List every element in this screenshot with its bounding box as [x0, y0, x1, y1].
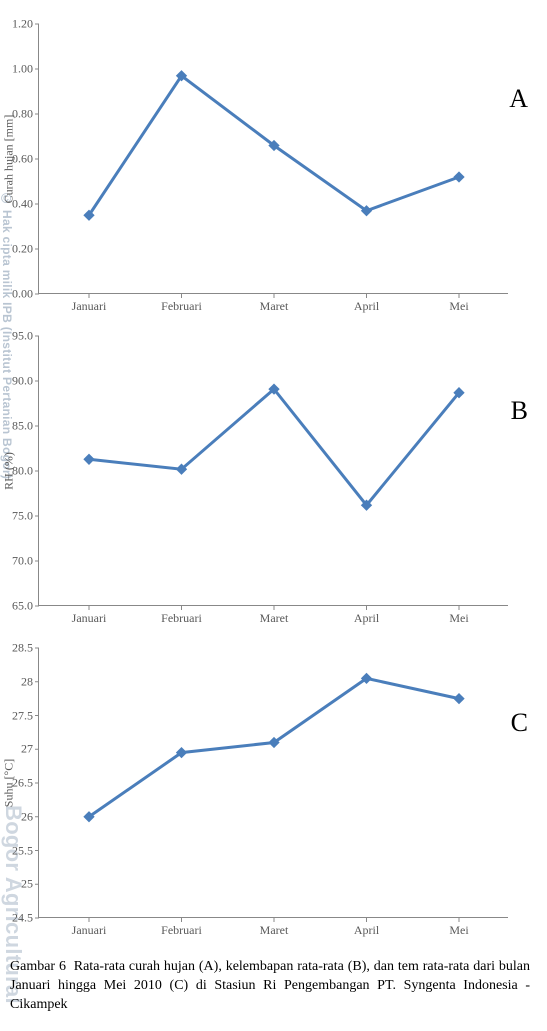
ytick-label: 25.5 [12, 843, 39, 858]
chart-a-panel-label: A [509, 84, 528, 114]
xtick-label: Maret [260, 605, 289, 626]
caption-prefix: Gambar 6 [10, 959, 66, 974]
xtick-label: Januari [72, 917, 107, 938]
ytick-label: 0.20 [12, 242, 39, 257]
xtick-label: Februari [161, 293, 202, 314]
ytick-label: 26 [21, 809, 39, 824]
xtick-label: Mei [449, 917, 468, 938]
ytick-label: 75.0 [12, 509, 39, 524]
series-marker [453, 171, 464, 182]
xtick-label: Februari [161, 605, 202, 626]
ytick-label: 28.5 [12, 641, 39, 656]
xtick-label: April [354, 293, 379, 314]
chart-c-svg [39, 648, 508, 917]
figure-caption: Gambar 6 Rata-rata curah hujan (A), kele… [10, 958, 530, 1015]
chart-b-panel-label: B [511, 396, 528, 426]
ytick-label: 28 [21, 674, 39, 689]
chart-c: Suhu [°C] C 24.52525.52626.52727.52828.5… [38, 648, 508, 918]
chart-c-panel-label: C [511, 708, 528, 738]
chart-a: Curah hujan [mm] A 0.000.200.400.600.801… [38, 24, 508, 294]
ytick-label: 1.20 [12, 17, 39, 32]
ytick-label: 65.0 [12, 599, 39, 614]
xtick-label: Maret [260, 917, 289, 938]
ytick-label: 0.00 [12, 287, 39, 302]
ytick-label: 90.0 [12, 374, 39, 389]
xtick-label: April [354, 917, 379, 938]
page: © Hak cipta milik IPB (Institut Pertania… [0, 0, 547, 1031]
series-line [89, 389, 459, 505]
ytick-label: 70.0 [12, 554, 39, 569]
xtick-label: Februari [161, 917, 202, 938]
ytick-label: 80.0 [12, 464, 39, 479]
ytick-label: 25 [21, 877, 39, 892]
xtick-label: April [354, 605, 379, 626]
series-marker [453, 693, 464, 704]
ytick-label: 1.00 [12, 62, 39, 77]
xtick-label: Mei [449, 293, 468, 314]
xtick-label: Mei [449, 605, 468, 626]
ytick-label: 27.5 [12, 708, 39, 723]
chart-b: RH (%) B 65.070.075.080.085.090.095.0Jan… [38, 336, 508, 606]
chart-a-svg [39, 24, 508, 293]
ytick-label: 24.5 [12, 911, 39, 926]
caption-text: Rata-rata curah hujan (A), kelembapan ra… [10, 959, 530, 1012]
ytick-label: 0.80 [12, 107, 39, 122]
ytick-label: 26.5 [12, 776, 39, 791]
xtick-label: Maret [260, 293, 289, 314]
chart-b-svg [39, 336, 508, 605]
ytick-label: 27 [21, 742, 39, 757]
xtick-label: Januari [72, 293, 107, 314]
ytick-label: 95.0 [12, 329, 39, 344]
ytick-label: 0.40 [12, 197, 39, 212]
xtick-label: Januari [72, 605, 107, 626]
ytick-label: 0.60 [12, 152, 39, 167]
ytick-label: 85.0 [12, 419, 39, 434]
series-marker [83, 454, 94, 465]
